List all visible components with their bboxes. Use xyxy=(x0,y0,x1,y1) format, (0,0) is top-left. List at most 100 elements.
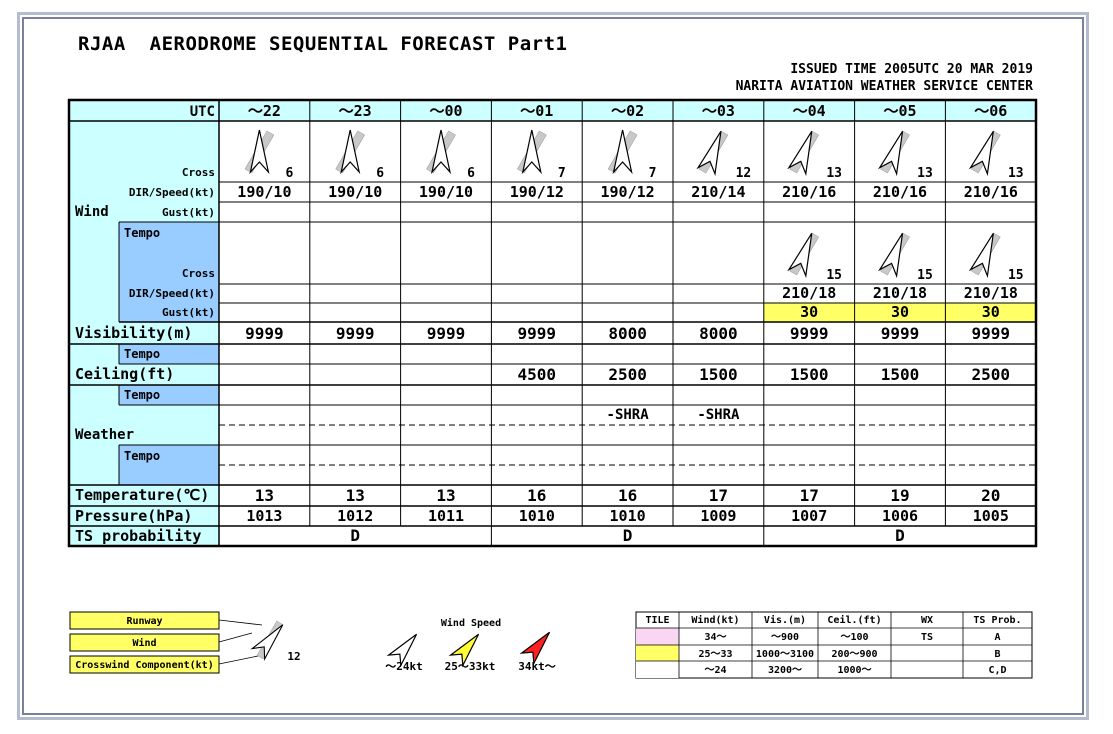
wind-arrow-icon xyxy=(696,130,729,177)
ts-probability-value: D xyxy=(623,526,633,545)
wind-arrow xyxy=(787,131,813,177)
ts-probability-label: TS probability xyxy=(75,527,201,545)
gust-highlight xyxy=(763,303,855,322)
tempo-wind-arrow-icon xyxy=(787,232,820,279)
crosswind-value: 7 xyxy=(558,166,566,181)
wind-legend-text: Wind xyxy=(132,637,156,649)
crosswind-value: 7 xyxy=(649,166,657,181)
crosswind-value: 6 xyxy=(376,166,384,181)
wind-legend-box xyxy=(69,633,220,652)
ceiling-tempo-label-bg xyxy=(119,385,219,405)
tempo-gust: 30 xyxy=(982,303,1000,321)
weather-label: Weather xyxy=(75,427,134,443)
speed-high-label: 34kt～ xyxy=(518,660,556,673)
temperature-value: 17 xyxy=(709,486,728,505)
visibility-value: 9999 xyxy=(336,324,375,343)
tile-cell: 1000～3100 xyxy=(756,649,814,660)
wind-label-bg xyxy=(69,121,219,222)
visibility-value: 9999 xyxy=(790,324,829,343)
cross-label: Cross xyxy=(182,166,215,179)
forecast-title: RJAA AERODROME SEQUENTIAL FORECAST Part1 xyxy=(78,33,568,55)
speed-low-arrow-icon xyxy=(386,633,418,668)
ceiling-label: Ceiling(ft) xyxy=(75,365,174,383)
ceiling-value: 2500 xyxy=(972,365,1011,384)
tempo-dir-speed-label: DIR/Speed(kt) xyxy=(129,287,215,300)
wind-arrow xyxy=(612,129,633,175)
crosswind-value: 13 xyxy=(917,166,933,181)
utc-column-header: ～00 xyxy=(429,102,462,120)
tile-header: TILE xyxy=(645,615,669,626)
pressure-value: 1011 xyxy=(428,507,464,525)
temperature-value: 16 xyxy=(527,486,546,505)
legend-crosswind-value: 12 xyxy=(287,650,300,663)
weather-tempo-label: Tempo xyxy=(124,449,160,463)
bottom-label-bg xyxy=(69,485,219,546)
ceiling-label-bg xyxy=(69,385,119,405)
tempo-crosswind-value: 15 xyxy=(1008,268,1024,283)
wind-dir-speed: 190/10 xyxy=(419,183,473,201)
tile-header: Wind(kt) xyxy=(691,614,739,626)
runway-legend-text: Runway xyxy=(126,616,162,627)
wind-dir-speed: 190/12 xyxy=(510,183,564,201)
tempo-dir-speed: 210/18 xyxy=(964,284,1018,302)
tile-header: Ceil.(ft) xyxy=(827,614,881,626)
tempo-dir-speed: 210/18 xyxy=(873,284,927,302)
wind-dir-speed: 190/10 xyxy=(328,183,382,201)
tile-color-swatch xyxy=(636,661,679,678)
wind-arrow xyxy=(521,129,542,175)
temperature-value: 20 xyxy=(981,486,1000,505)
tempo-crosswind-value: 15 xyxy=(917,268,933,283)
visibility-value: 9999 xyxy=(518,324,557,343)
wind-tempo-label: Tempo xyxy=(124,226,160,240)
pressure-value: 1012 xyxy=(337,507,373,525)
tempo-gust-label: Gust(kt) xyxy=(162,306,215,319)
utc-column-header: ～05 xyxy=(883,102,916,120)
wind-arrow xyxy=(968,131,994,177)
ceiling-value: 2500 xyxy=(608,365,647,384)
wind-dir-speed: 190/10 xyxy=(237,183,291,201)
gust-highlight xyxy=(945,303,1037,322)
arrow-shape xyxy=(386,633,418,668)
wind-arrow-icon xyxy=(607,129,638,175)
wind-tempo-label-bg xyxy=(119,222,219,322)
arrow-shape xyxy=(448,633,480,668)
dir-speed-label: DIR/Speed(kt) xyxy=(129,186,215,199)
temperature-value: 17 xyxy=(800,486,819,505)
tile-color-swatch xyxy=(636,628,679,645)
outer-frame xyxy=(17,12,1089,720)
visibility-value: 8000 xyxy=(699,324,738,343)
wind-label-bg xyxy=(69,222,119,322)
ts-probability-value: D xyxy=(895,526,905,545)
utc-label-bg xyxy=(69,100,219,121)
tempo-gust: 30 xyxy=(800,303,818,321)
utc-header-bg xyxy=(491,100,583,121)
utc-header-bg xyxy=(400,100,492,121)
visibility-value: 9999 xyxy=(972,324,1011,343)
wind-arrow xyxy=(430,129,452,175)
tile-cell: 34～ xyxy=(704,632,726,643)
utc-header-bg xyxy=(219,100,310,121)
temperature-value: 13 xyxy=(436,486,455,505)
wind-arrow xyxy=(696,131,722,177)
ceiling-tempo-label: Tempo xyxy=(124,388,160,402)
tile-cell: B xyxy=(994,649,1000,660)
pressure-value: 1005 xyxy=(973,507,1009,525)
wind-arrow xyxy=(968,233,994,279)
tempo-crosswind-value: 15 xyxy=(826,268,842,283)
utc-column-header: ～23 xyxy=(339,102,372,120)
wind-arrow xyxy=(787,233,813,279)
speed-mid-label: 25～33kt xyxy=(445,660,496,673)
utc-header-bg xyxy=(673,100,764,121)
utc-header-bg xyxy=(854,100,946,121)
temperature-value: 16 xyxy=(618,486,637,505)
wind-dir-speed: 210/14 xyxy=(691,183,745,201)
ceiling-value: 1500 xyxy=(699,365,738,384)
wind-dir-speed: 210/16 xyxy=(964,183,1018,201)
ceiling-value: 1500 xyxy=(881,365,920,384)
wind-arrow-icon xyxy=(787,130,820,177)
pressure-value: 1010 xyxy=(519,507,555,525)
temperature-value: 13 xyxy=(255,486,274,505)
legend-wind-arrow-icon xyxy=(250,620,284,662)
utc-column-header: ～03 xyxy=(702,102,735,120)
